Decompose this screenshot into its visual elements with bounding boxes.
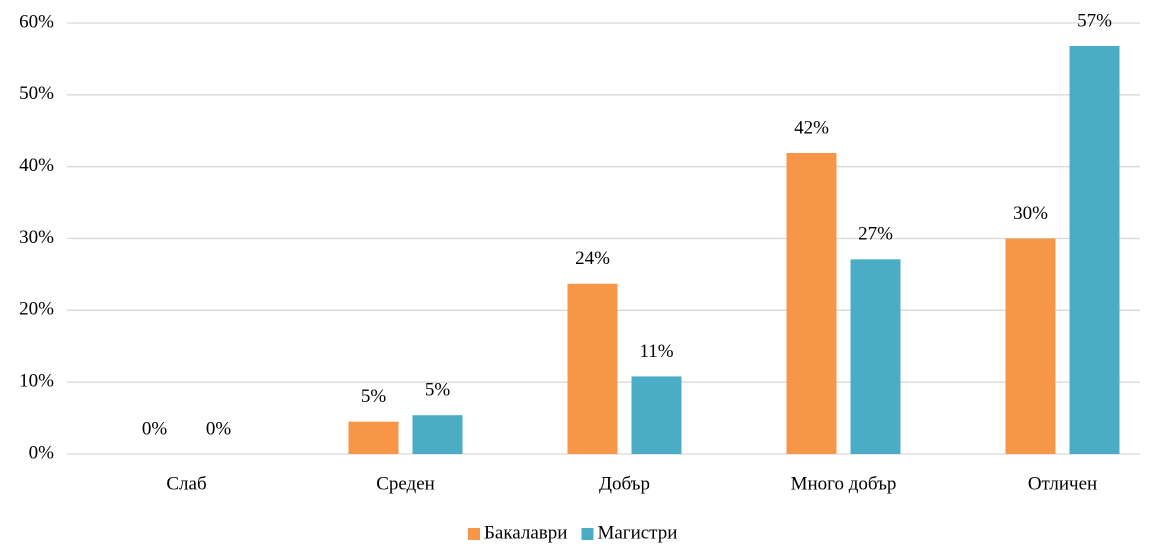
- y-tick-label: 60%: [19, 11, 54, 32]
- bar: [850, 259, 901, 454]
- value-label: 57%: [1077, 10, 1112, 31]
- legend-label: Магистри: [597, 522, 677, 543]
- value-label: 0%: [206, 418, 232, 439]
- y-tick-label: 10%: [19, 371, 54, 392]
- x-tick-label: Много добър: [791, 473, 897, 494]
- bar: [412, 415, 463, 454]
- y-tick-label: 30%: [19, 227, 54, 248]
- bar: [348, 421, 399, 454]
- bar: [1005, 238, 1056, 454]
- x-tick-label: Слаб: [166, 473, 206, 494]
- value-label: 30%: [1013, 203, 1048, 224]
- legend-swatch: [581, 528, 594, 540]
- bar: [786, 153, 837, 455]
- bar: [631, 376, 682, 454]
- legend-swatch: [468, 528, 480, 540]
- value-label: 27%: [858, 224, 893, 245]
- x-tick-label: Среден: [376, 473, 435, 494]
- value-label: 24%: [575, 248, 610, 269]
- value-label: 5%: [425, 380, 451, 401]
- y-tick-label: 40%: [19, 155, 54, 176]
- x-tick-label: Отличен: [1028, 473, 1097, 494]
- value-label: 42%: [794, 117, 829, 138]
- value-label: 11%: [639, 341, 673, 362]
- bar: [1069, 45, 1120, 455]
- value-label: 5%: [361, 386, 387, 407]
- y-tick-label: 0%: [29, 442, 55, 463]
- y-tick-label: 50%: [19, 83, 54, 104]
- legend-label: Бакалаври: [484, 522, 567, 543]
- value-label: 0%: [142, 418, 168, 439]
- x-tick-label: Добър: [599, 473, 650, 494]
- y-tick-label: 20%: [19, 299, 54, 320]
- bar: [567, 283, 618, 454]
